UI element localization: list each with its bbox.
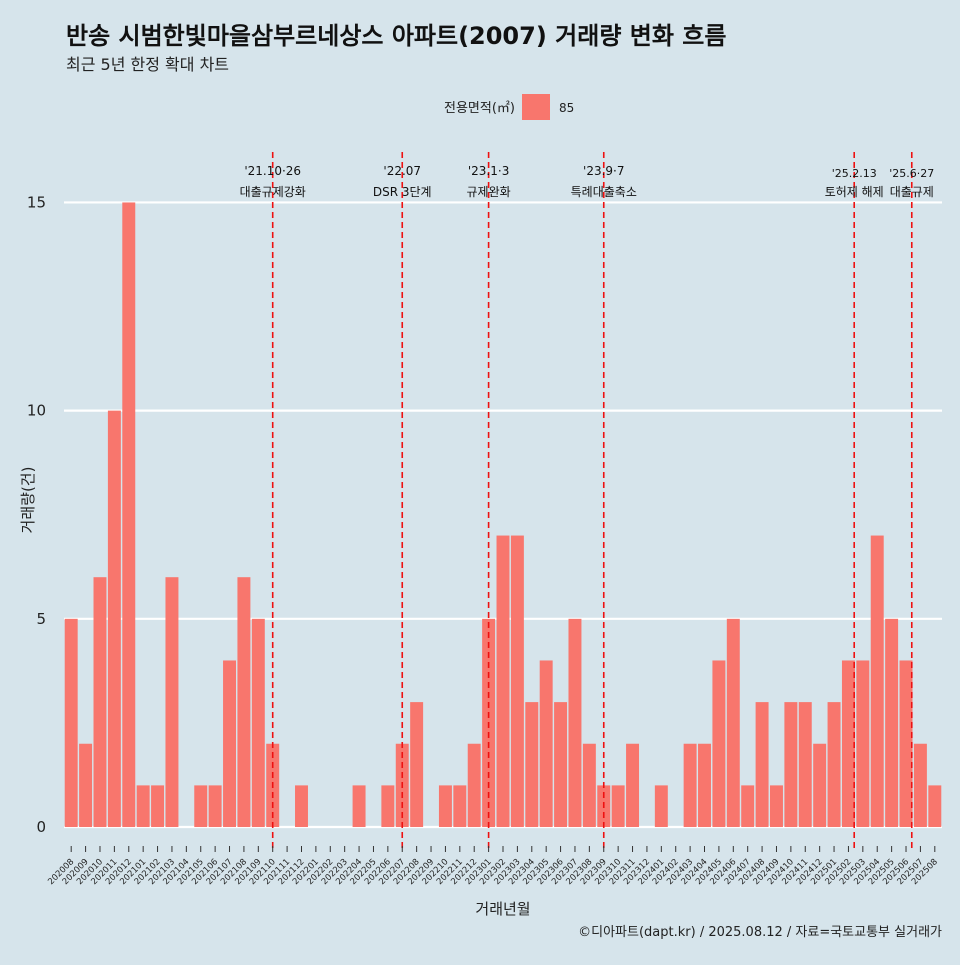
bar-202310 (611, 785, 625, 828)
bar-202508 (928, 785, 942, 828)
bar-202103 (165, 577, 179, 828)
bar-202506 (899, 660, 913, 828)
bar-202401 (654, 785, 668, 828)
event-description-label: 토허제 해제 (825, 185, 884, 199)
bar-202410 (784, 702, 798, 828)
y-tick-label: 0 (36, 818, 46, 836)
chart-subtitle: 최근 5년 한정 확대 차트 (66, 55, 229, 74)
bar-202503 (856, 660, 870, 828)
legend-entry-85: 85 (559, 101, 574, 115)
event-date-label: '22.07 (383, 164, 421, 178)
bar-202107 (223, 660, 237, 828)
bar-202507 (913, 743, 927, 828)
bar-202206 (381, 785, 395, 828)
y-tick-label: 15 (27, 193, 46, 211)
bar-202212 (467, 743, 481, 828)
event-date-label: '23.1·3 (468, 164, 509, 178)
bars (64, 202, 942, 828)
bar-202012 (122, 202, 136, 828)
bar-202208 (410, 702, 424, 828)
bar-202109 (251, 618, 265, 828)
event-date-label: '25.2.13 (832, 167, 877, 180)
bar-202211 (453, 785, 467, 828)
event-markers: '21.10·26 대출규제강화 '22.07 DSR 3단계 '23.1·3 규제완화 '… (240, 152, 934, 852)
bar-202008 (64, 618, 78, 828)
y-tick-label: 10 (27, 402, 46, 420)
bar-202010 (93, 577, 107, 828)
event-description-label: 대출규제강화 (240, 185, 306, 199)
y-axis-title: 거래량(건) (19, 467, 37, 534)
bar-202009 (79, 743, 93, 828)
bar-202408 (755, 702, 769, 828)
bar-202505 (885, 618, 899, 828)
bar-202011 (107, 410, 121, 828)
bar-202112 (295, 785, 308, 828)
bar-202101 (136, 785, 150, 828)
bar-202304 (525, 702, 539, 828)
x-axis-title: 거래년월 (475, 900, 530, 918)
bar-202412 (813, 743, 827, 828)
bar-202504 (870, 535, 884, 828)
bar-202102 (151, 785, 165, 828)
bar-202105 (194, 785, 208, 828)
bar-202407 (741, 785, 755, 828)
legend-swatch (522, 94, 550, 120)
bar-202204 (352, 785, 366, 828)
y-tick-label: 5 (36, 610, 46, 628)
event-date-label: '25.6·27 (889, 167, 934, 180)
bar-202411 (798, 702, 812, 828)
bar-202106 (208, 785, 222, 828)
bar-202409 (769, 785, 783, 828)
bar-202307 (568, 618, 582, 828)
event-description-label: DSR 3단계 (373, 185, 432, 199)
event-description-label: 특례대출축소 (571, 185, 637, 199)
event-description-label: 대출규제 (890, 185, 934, 199)
event-description-label: 규제완화 (467, 185, 511, 199)
bar-202501 (827, 702, 841, 828)
bar-202311 (626, 743, 640, 828)
bar-202305 (539, 660, 553, 828)
bar-202210 (438, 785, 452, 828)
bar-202308 (582, 743, 596, 828)
bar-202406 (726, 618, 740, 828)
event-date-label: '23.9·7 (583, 164, 624, 178)
bar-202405 (712, 660, 726, 828)
bar-202403 (683, 743, 697, 828)
legend: 전용면적(㎡) 85 (444, 94, 574, 120)
bar-202303 (510, 535, 524, 828)
bar-202302 (496, 535, 510, 828)
bar-202404 (698, 743, 711, 828)
chart-title: 반송 시범한빛마을삼부르네상스 아파트(2007) 거래량 변화 흐름 (66, 22, 726, 50)
y-axis-ticks: 0 5 10 15 (27, 193, 46, 836)
bar-202108 (237, 577, 251, 828)
bar-202306 (554, 702, 568, 828)
x-axis: 2020082020092020102020112020122021012021… (46, 846, 940, 887)
chart-caption: ©디아파트(dapt.kr) / 2025.08.12 / 자료=국토교통부 실… (578, 925, 942, 940)
event-date-label: '21.10·26 (244, 164, 301, 178)
legend-title: 전용면적(㎡) (444, 101, 515, 116)
bar-202502 (841, 660, 855, 828)
